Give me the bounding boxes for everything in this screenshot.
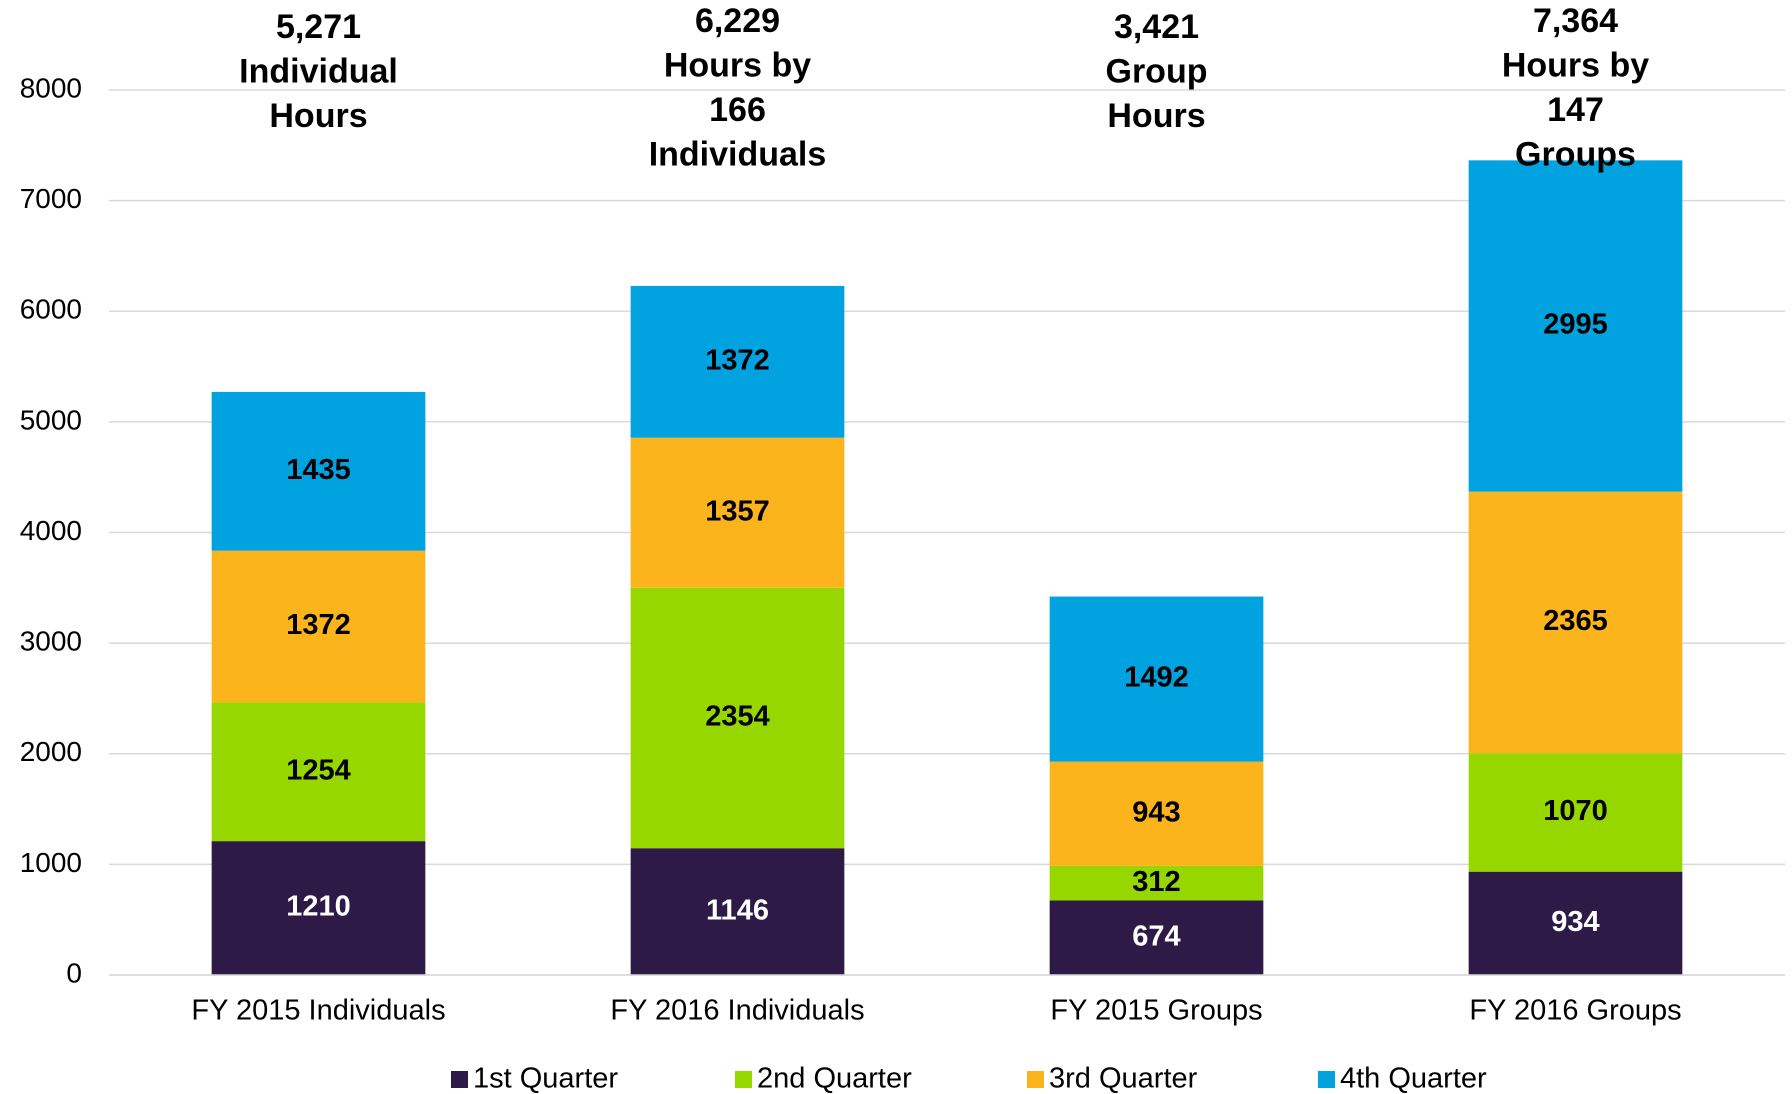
bar-segment [1468,753,1683,872]
y-tick-label: 2000 [20,736,82,767]
bar-segment [1468,871,1683,975]
bar-segment [211,391,426,551]
bar-segment [1049,761,1264,866]
data-label: 1372 [286,609,351,641]
data-label: 674 [1132,920,1180,952]
data-label: 2354 [705,701,770,733]
annotation: Groups [1515,135,1636,173]
y-tick-label: 3000 [20,626,82,657]
annotation: Individual [239,52,398,90]
bar-segment [630,437,845,588]
y-tick-label: 1000 [20,847,82,878]
annotation: Group [1106,52,1208,90]
legend-label: 2nd Quarter [757,1063,912,1094]
bar-segment [211,841,426,975]
bar-segment [211,550,426,703]
x-tick-label: FY 2015 Groups [1050,995,1262,1027]
data-label: 943 [1132,796,1180,828]
data-label: 1372 [705,344,770,376]
data-label: 1210 [286,891,351,923]
y-tick-label: 5000 [20,404,82,435]
data-label: 2995 [1543,309,1608,341]
y-tick-label: 7000 [20,183,82,214]
data-label: 1492 [1124,662,1189,694]
legend-swatch [451,1071,468,1088]
legend-swatch [735,1071,752,1088]
annotation: 147 [1547,91,1604,129]
y-tick-label: 0 [66,957,82,988]
x-tick-label: FY 2016 Groups [1469,995,1681,1027]
annotation: Hours by [1502,46,1649,84]
annotation: Hours [269,97,367,135]
x-tick-label: FY 2016 Individuals [610,995,864,1027]
bar-segment [1049,865,1264,901]
legend-label: 4th Quarter [1340,1063,1487,1094]
data-label: 1254 [286,754,351,786]
data-label: 1070 [1543,795,1608,827]
legend-swatch [1318,1071,1335,1088]
bar-segment [630,285,845,438]
annotation: 7,364 [1533,2,1618,40]
data-label: 1146 [706,894,769,926]
y-tick-label: 6000 [20,294,82,325]
legend-label: 3rd Quarter [1049,1063,1198,1094]
annotation: 5,271 [276,8,361,46]
bar-segment [1468,160,1683,492]
legend-swatch [1027,1071,1044,1088]
legend-label: 1st Quarter [473,1063,618,1094]
annotation: Individuals [649,135,827,173]
bar-segment [630,587,845,849]
bar-segment [1468,491,1683,754]
x-tick-label: FY 2015 Individuals [191,995,445,1027]
annotation: Hours by [664,46,811,84]
bar-segment [211,702,426,842]
annotation: 6,229 [695,2,780,40]
annotation: 166 [709,91,766,129]
y-tick-label: 8000 [20,72,82,103]
data-label: 1357 [705,495,770,527]
bar-segment [1049,596,1264,762]
data-label: 1435 [286,454,351,486]
data-label: 312 [1132,866,1180,898]
data-label: 2365 [1543,605,1608,637]
annotation: Hours [1107,97,1205,135]
bar-segment [630,848,845,975]
y-tick-label: 4000 [20,515,82,546]
annotation: 3,421 [1114,8,1199,46]
data-label: 934 [1551,906,1599,938]
bar-segment [1049,900,1264,975]
